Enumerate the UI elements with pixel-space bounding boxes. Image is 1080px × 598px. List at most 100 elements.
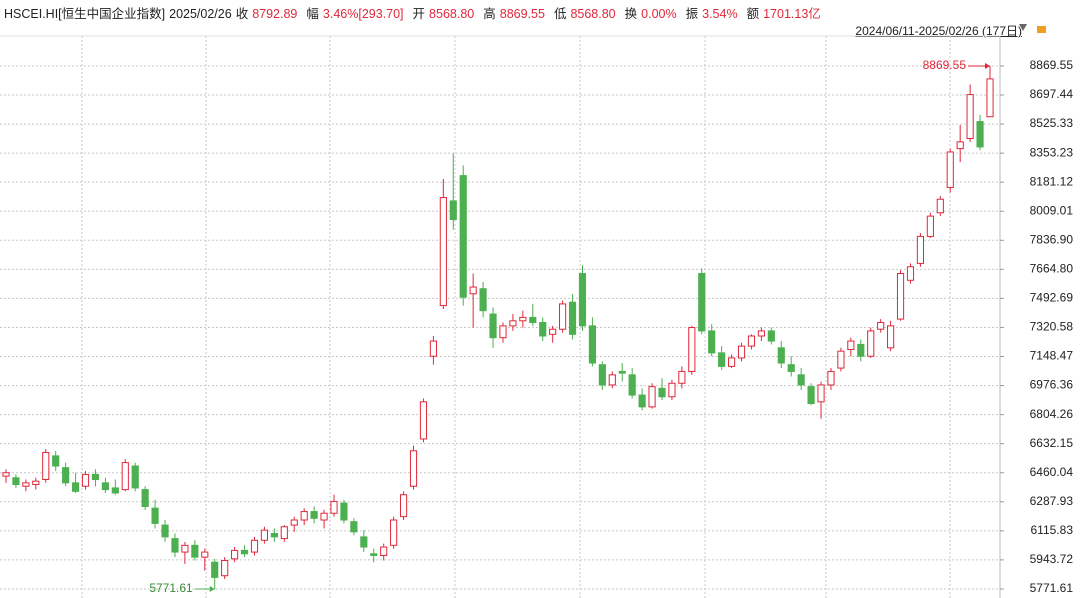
candle-body: [509, 320, 517, 327]
candle: [111, 479, 119, 495]
candle-body: [52, 455, 60, 467]
candle: [439, 178, 447, 309]
candle: [320, 509, 328, 529]
candle-body: [350, 521, 358, 533]
candle-body: [986, 78, 994, 118]
date-range[interactable]: 2024/06/11-2025/02/26 (177日): [855, 24, 1022, 38]
candle: [688, 325, 696, 375]
candle-body: [966, 94, 974, 139]
candle-body: [976, 121, 984, 148]
candle-body: [837, 350, 845, 369]
y-tick-label: 8181.12: [1030, 174, 1074, 188]
candle-body: [409, 450, 418, 487]
candle-body: [757, 330, 765, 337]
lock-icon[interactable]: [1037, 26, 1046, 33]
candle: [549, 325, 557, 343]
candle-body: [429, 340, 437, 357]
candle-body: [62, 467, 70, 484]
candle-body: [399, 494, 408, 518]
candle: [360, 530, 368, 553]
candle-body: [42, 451, 50, 480]
info-value: 3.54%: [702, 7, 738, 21]
candle: [708, 324, 716, 357]
candle-body: [201, 551, 209, 558]
candle-body: [141, 489, 149, 507]
candle: [449, 153, 457, 230]
candle-body: [688, 327, 696, 372]
candle: [22, 479, 30, 492]
min-arrowhead: [209, 585, 215, 592]
candle-body: [270, 533, 278, 538]
candle: [171, 533, 179, 558]
candle-body: [956, 141, 964, 150]
candle-body: [2, 472, 10, 477]
candle-body: [787, 364, 795, 372]
candle: [956, 124, 964, 163]
candle-body: [698, 273, 706, 332]
candle-body: [797, 374, 805, 386]
candle: [628, 368, 636, 399]
candle-body: [280, 526, 288, 540]
candle: [52, 450, 60, 472]
candle: [966, 84, 974, 142]
y-tick-label: 5771.61: [1030, 581, 1074, 595]
y-tick-label: 6976.36: [1030, 378, 1074, 392]
candle: [300, 508, 308, 526]
y-tick-label: 6460.04: [1030, 465, 1074, 479]
candle-body: [568, 301, 577, 335]
candle: [250, 536, 259, 556]
candle: [340, 499, 348, 524]
candle-body: [250, 539, 259, 553]
candle-body: [827, 370, 835, 386]
candle-body: [887, 325, 895, 349]
candle-body: [360, 536, 368, 548]
y-tick-label: 8869.55: [1030, 58, 1074, 72]
candle: [419, 398, 428, 443]
candle-body: [916, 235, 925, 264]
candle-body: [926, 215, 934, 237]
max-arrowhead: [985, 62, 990, 69]
candle: [12, 474, 20, 488]
candle-body: [529, 316, 537, 323]
candle-body: [598, 364, 606, 386]
candle: [737, 342, 746, 362]
candle-body: [91, 473, 100, 480]
candle: [191, 540, 199, 561]
candle: [479, 281, 487, 318]
candle-body: [936, 198, 944, 214]
candle: [598, 361, 606, 391]
date-grid: [81, 36, 951, 598]
candle: [399, 491, 408, 521]
candle-body: [81, 473, 90, 487]
candle-body: [449, 200, 457, 221]
candle: [330, 494, 338, 517]
candle-body: [380, 546, 388, 556]
candle: [588, 317, 597, 367]
candle: [380, 543, 388, 561]
candle-body: [648, 386, 656, 408]
candle: [62, 462, 70, 487]
candle: [747, 334, 756, 350]
candle-body: [588, 325, 597, 364]
candle: [936, 195, 944, 217]
candle: [847, 337, 855, 357]
candle: [161, 520, 169, 542]
y-tick-label: 7492.69: [1030, 291, 1074, 305]
dropdown-arrow[interactable]: [1019, 24, 1027, 31]
candle: [499, 322, 507, 343]
candle: [648, 383, 656, 409]
max-label: 8869.55: [923, 58, 967, 72]
candle: [539, 317, 547, 342]
candle-body: [747, 335, 756, 347]
y-tick-label: 7148.47: [1030, 349, 1074, 363]
y-tick-label: 6287.93: [1030, 494, 1074, 508]
info-label: 振: [685, 7, 699, 21]
candle: [260, 526, 269, 544]
candle-body: [101, 482, 109, 491]
candle-body: [22, 482, 30, 487]
candle-body: [767, 330, 775, 342]
candle: [280, 525, 288, 542]
candle: [350, 518, 358, 536]
candle-body: [499, 325, 507, 339]
